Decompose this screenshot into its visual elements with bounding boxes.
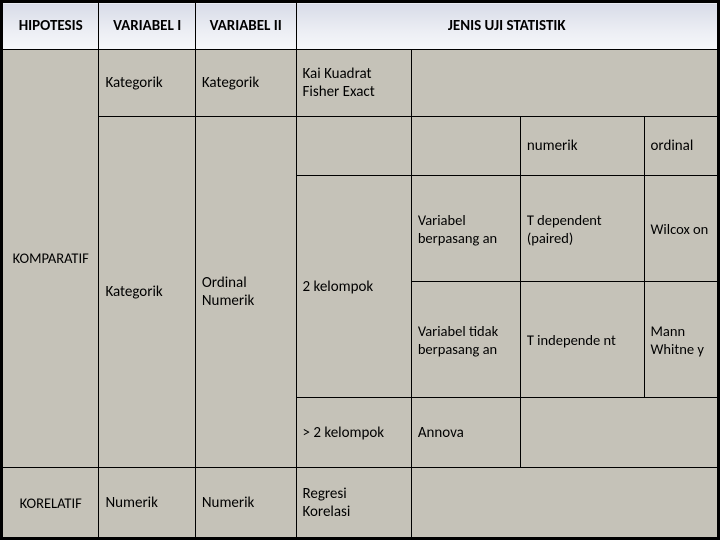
cell-nopair-num: T independe nt [520,282,644,398]
cell-subhead-blank1 [296,117,411,176]
header-var1: VARIABEL I [99,3,195,50]
cell-komparatif: KOMPARATIF [3,49,99,468]
header-jenis: JENIS UJI STATISTIK [296,3,718,50]
cell-numerik-head: numerik [520,117,644,176]
cell-nopair-ord: Mann Whitne y [644,282,717,398]
header-hipotesis: HIPOTESIS [3,3,99,50]
cell-r1-v1: Kategorik [99,49,195,117]
header-var2: VARIABEL II [195,3,296,50]
cell-kor-v1: Numerik [99,468,195,538]
cell-r1-v2: Kategorik [195,49,296,117]
cell-kor-blank [411,468,717,538]
table-frame: HIPOTESISVARIABEL IVARIABEL IIJENIS UJI … [0,0,720,540]
cell-pair-num: T dependent (paired) [520,176,644,282]
cell-r1-blank [411,49,717,117]
cell-nopair: Variabel tidak berpasang an [411,282,520,398]
stat-test-table: HIPOTESISVARIABEL IVARIABEL IIJENIS UJI … [2,2,718,538]
cell-kor-test: Regresi Korelasi [296,468,411,538]
cell-gt2-label: > 2 kelompok [296,398,411,468]
cell-r3-v2: Ordinal Numerik [195,117,296,468]
cell-gt2-blank [520,398,717,468]
cell-gt2-test: Annova [411,398,520,468]
cell-2kelompok: 2 kelompok [296,176,411,398]
cell-r3-v1: Kategorik [99,117,195,468]
cell-r1-test: Kai Kuadrat Fisher Exact [296,49,411,117]
cell-ordinal-head: ordinal [644,117,717,176]
cell-korelatif: KORELATIF [3,468,99,538]
cell-kor-v2: Numerik [195,468,296,538]
cell-subhead-blank2 [411,117,520,176]
cell-pair-ord: Wilcox on [644,176,717,282]
cell-pair: Variabel berpasang an [411,176,520,282]
